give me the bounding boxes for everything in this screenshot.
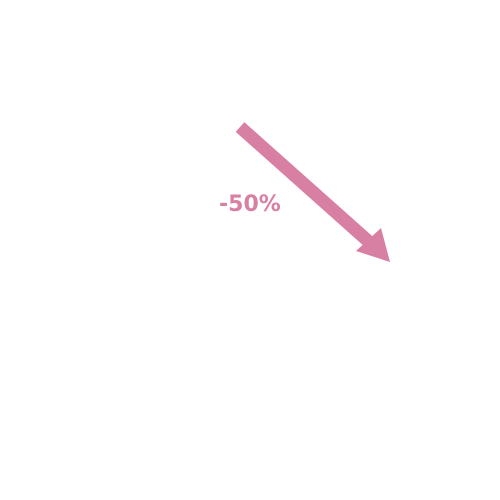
arrow-head — [356, 228, 390, 262]
percent-change-label: -50% — [219, 192, 281, 217]
arrow-shaft — [235, 122, 373, 246]
